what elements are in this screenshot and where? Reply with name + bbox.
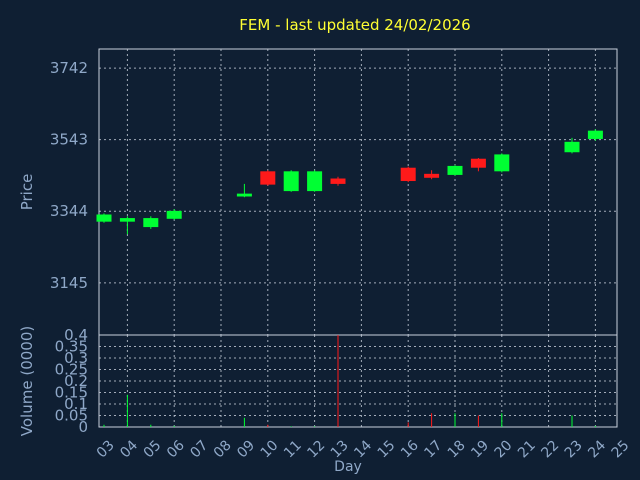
price-panel: 3145 3344 3543 3742 Price — [18, 48, 618, 336]
volume-y-tick-label: 0.15 — [55, 384, 88, 402]
candle-body — [260, 171, 276, 185]
candle-body — [494, 154, 510, 172]
candle-body — [587, 130, 603, 139]
price-y-tick-label: 3145 — [50, 274, 88, 292]
candle-body — [143, 218, 159, 228]
candles — [96, 129, 603, 235]
volume-y-tick-label: 0.05 — [55, 407, 88, 425]
candle-body — [283, 171, 299, 192]
candle-body — [307, 171, 323, 192]
price-grid — [99, 49, 617, 335]
price-y-tick-label: 3344 — [50, 202, 88, 220]
candle-body — [564, 141, 580, 153]
volume-y-tick-label: 0.35 — [55, 338, 88, 356]
candle-body — [119, 218, 135, 222]
candle-body — [236, 193, 252, 197]
volume-y-tick-label: 0.4 — [64, 326, 88, 344]
volume-y-tick-label: 0.25 — [55, 361, 88, 379]
price-y-ticks: 3145 3344 3543 3742 — [50, 59, 88, 292]
volume-y-tick-label: 0.2 — [64, 372, 88, 390]
price-y-tick-label: 3742 — [50, 59, 88, 77]
volume-y-tick-label: 0 — [78, 418, 88, 436]
x-tick-labels: 03 04 05 06 07 08 09 10 11 12 13 14 15 16 17 18 19 20 21 22… — [94, 437, 633, 461]
candle-body — [424, 173, 440, 178]
volume-y-axis-label: Volume (0000) — [18, 326, 36, 436]
price-y-tick-label: 3543 — [50, 131, 88, 149]
volume-y-ticks: 00.050.10.150.20.250.30.350.4 — [55, 326, 88, 436]
volume-panel: 00.050.10.150.20.250.30.350.4 Volume (00… — [18, 326, 618, 436]
volume-bars — [103, 335, 596, 427]
volume-y-tick-label: 0.3 — [64, 349, 88, 367]
chart-title: FEM - last updated 24/02/2026 — [239, 16, 470, 34]
candle-body — [330, 178, 346, 184]
candle-body — [96, 214, 112, 222]
candle-body — [166, 210, 182, 219]
volume-grid — [99, 335, 617, 427]
volume-y-tick-label: 0.1 — [64, 395, 88, 413]
x-axis-label: Day — [334, 459, 362, 475]
candle-body — [470, 158, 486, 168]
price-y-axis-label: Price — [18, 174, 36, 211]
candle-body — [400, 167, 416, 182]
candle-body — [447, 165, 463, 175]
